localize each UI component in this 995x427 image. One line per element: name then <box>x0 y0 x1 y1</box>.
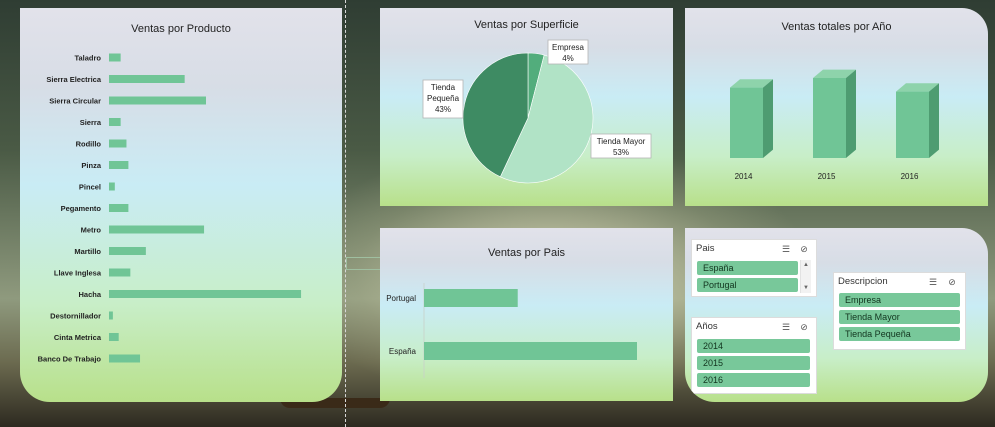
data-label-name: Tienda Mayor <box>597 137 646 146</box>
category-label: Sierra <box>80 118 102 127</box>
data-label-box <box>422 79 464 119</box>
column <box>730 87 763 158</box>
category-label: Destornillador <box>50 312 101 321</box>
column-top <box>730 79 773 88</box>
slicer-item[interactable]: Portugal <box>697 278 798 292</box>
bar <box>109 354 141 363</box>
category-label: 2014 <box>735 172 753 181</box>
category-label: Pinza <box>81 161 101 170</box>
category-label: Banco De Trabajo <box>38 355 102 364</box>
category-label: España <box>389 347 417 356</box>
slicer-descripcion[interactable]: Descripcion ☰ ⊘ Empresa Tienda Mayor Tie… <box>833 272 966 350</box>
category-label: Pegamento <box>61 204 102 213</box>
slicer-pais[interactable]: Pais ☰ ⊘ España Portugal ▲ ▼ <box>691 239 817 297</box>
country-bar-chart: Portugal España <box>386 283 637 378</box>
slicer-item[interactable]: 2014 <box>697 339 810 353</box>
product-bar-chart: Taladro Sierra Electrica Sierra Circular Si… <box>38 53 302 364</box>
selection-handle[interactable] <box>346 257 381 270</box>
slicer-item[interactable]: Tienda Pequeña <box>839 327 960 341</box>
slicer-scrollbar[interactable]: ▲ ▼ <box>800 260 811 293</box>
multi-select-icon[interactable]: ☰ <box>781 244 791 254</box>
category-label: Martillo <box>74 247 101 256</box>
category-label: Taladro <box>74 54 101 63</box>
multi-select-icon[interactable]: ☰ <box>781 322 791 332</box>
category-label: Portugal <box>386 294 416 303</box>
year-column-chart: 2014 2015 2016 <box>730 69 939 181</box>
chart-title: Ventas por Pais <box>487 247 566 259</box>
bar <box>109 225 205 234</box>
pie-slice <box>462 52 529 178</box>
data-label-name: Pequeña <box>427 94 460 103</box>
slicer-item[interactable]: 2016 <box>697 373 810 387</box>
scroll-down-icon[interactable]: ▼ <box>803 285 809 291</box>
boat-silhouette <box>280 398 390 408</box>
data-label-name: Empresa <box>552 43 585 52</box>
chart-ventas-por-pais[interactable]: Ventas por Pais Portugal España <box>380 228 673 401</box>
bar <box>109 161 129 169</box>
clear-filter-icon[interactable]: ⊘ <box>800 244 808 254</box>
bar <box>109 247 146 255</box>
bar <box>424 342 637 360</box>
bar <box>109 96 206 105</box>
column-side <box>929 83 939 158</box>
category-label: 2015 <box>818 172 836 181</box>
category-label: Hacha <box>78 290 101 299</box>
category-label: Metro <box>81 226 102 235</box>
clear-filter-icon[interactable]: ⊘ <box>948 277 956 287</box>
category-label: Cinta Metrica <box>54 333 102 342</box>
category-label: Sierra Electrica <box>46 75 101 84</box>
category-label: Sierra Circular <box>49 97 101 106</box>
data-label-name: Tienda <box>431 83 456 92</box>
chart-ventas-por-producto[interactable]: Ventas por Producto Taladro Sierra Electr… <box>20 8 342 402</box>
data-label-box <box>547 39 589 65</box>
slicer-anios[interactable]: Años ☰ ⊘ 2014 2015 2016 <box>691 317 817 394</box>
data-label-box <box>590 133 652 159</box>
chart-title: Ventas totales por Año <box>781 21 892 33</box>
bar <box>109 139 127 148</box>
bar <box>109 182 115 191</box>
slicer-header: Pais <box>696 243 715 254</box>
clear-filter-icon[interactable]: ⊘ <box>800 322 808 332</box>
bar <box>109 118 121 126</box>
bar <box>109 290 302 298</box>
bar <box>109 204 129 212</box>
column <box>813 78 846 158</box>
chart-title: Ventas por Superficie <box>474 19 579 31</box>
slicer-item[interactable]: España <box>697 261 798 275</box>
bar <box>109 53 121 62</box>
slicers-panel: Pais ☰ ⊘ España Portugal ▲ ▼ Años ☰ ⊘ 20… <box>685 228 988 402</box>
bar <box>109 333 119 341</box>
scroll-up-icon[interactable]: ▲ <box>803 262 809 268</box>
category-label: Rodillo <box>76 140 102 149</box>
bar <box>109 311 113 320</box>
column <box>896 91 929 158</box>
bar <box>424 289 518 307</box>
surface-pie-chart: Empresa 4% Tienda Mayor 53% Tienda Pequeña 43% <box>422 39 652 184</box>
category-label: Llave Inglesa <box>54 269 102 278</box>
slicer-item[interactable]: 2015 <box>697 356 810 370</box>
chart-ventas-por-superficie[interactable]: Ventas por Superficie Empresa 4% Tienda Ma… <box>380 8 673 206</box>
chart-ventas-totales-por-anio[interactable]: Ventas totales por Año 2014 2015 2016 <box>685 8 988 206</box>
chart-title: Ventas por Producto <box>131 23 231 35</box>
column-top <box>813 69 856 78</box>
slicer-item[interactable]: Empresa <box>839 293 960 307</box>
data-label-value: 4% <box>562 54 574 63</box>
column-top <box>896 83 939 92</box>
slicer-header: Descripcion <box>838 276 888 287</box>
page-divider <box>345 0 346 427</box>
column-side <box>846 69 856 158</box>
pie-slice <box>499 54 594 184</box>
category-label: 2016 <box>901 172 919 181</box>
column-side <box>763 79 773 158</box>
multi-select-icon[interactable]: ☰ <box>928 277 938 287</box>
category-label: Pincel <box>79 183 101 192</box>
data-label-value: 43% <box>435 105 451 114</box>
data-label-value: 53% <box>613 148 629 157</box>
slicer-item[interactable]: Tienda Mayor <box>839 310 960 324</box>
slicer-header: Años <box>696 321 718 332</box>
bar <box>109 268 131 277</box>
bar <box>109 75 185 83</box>
